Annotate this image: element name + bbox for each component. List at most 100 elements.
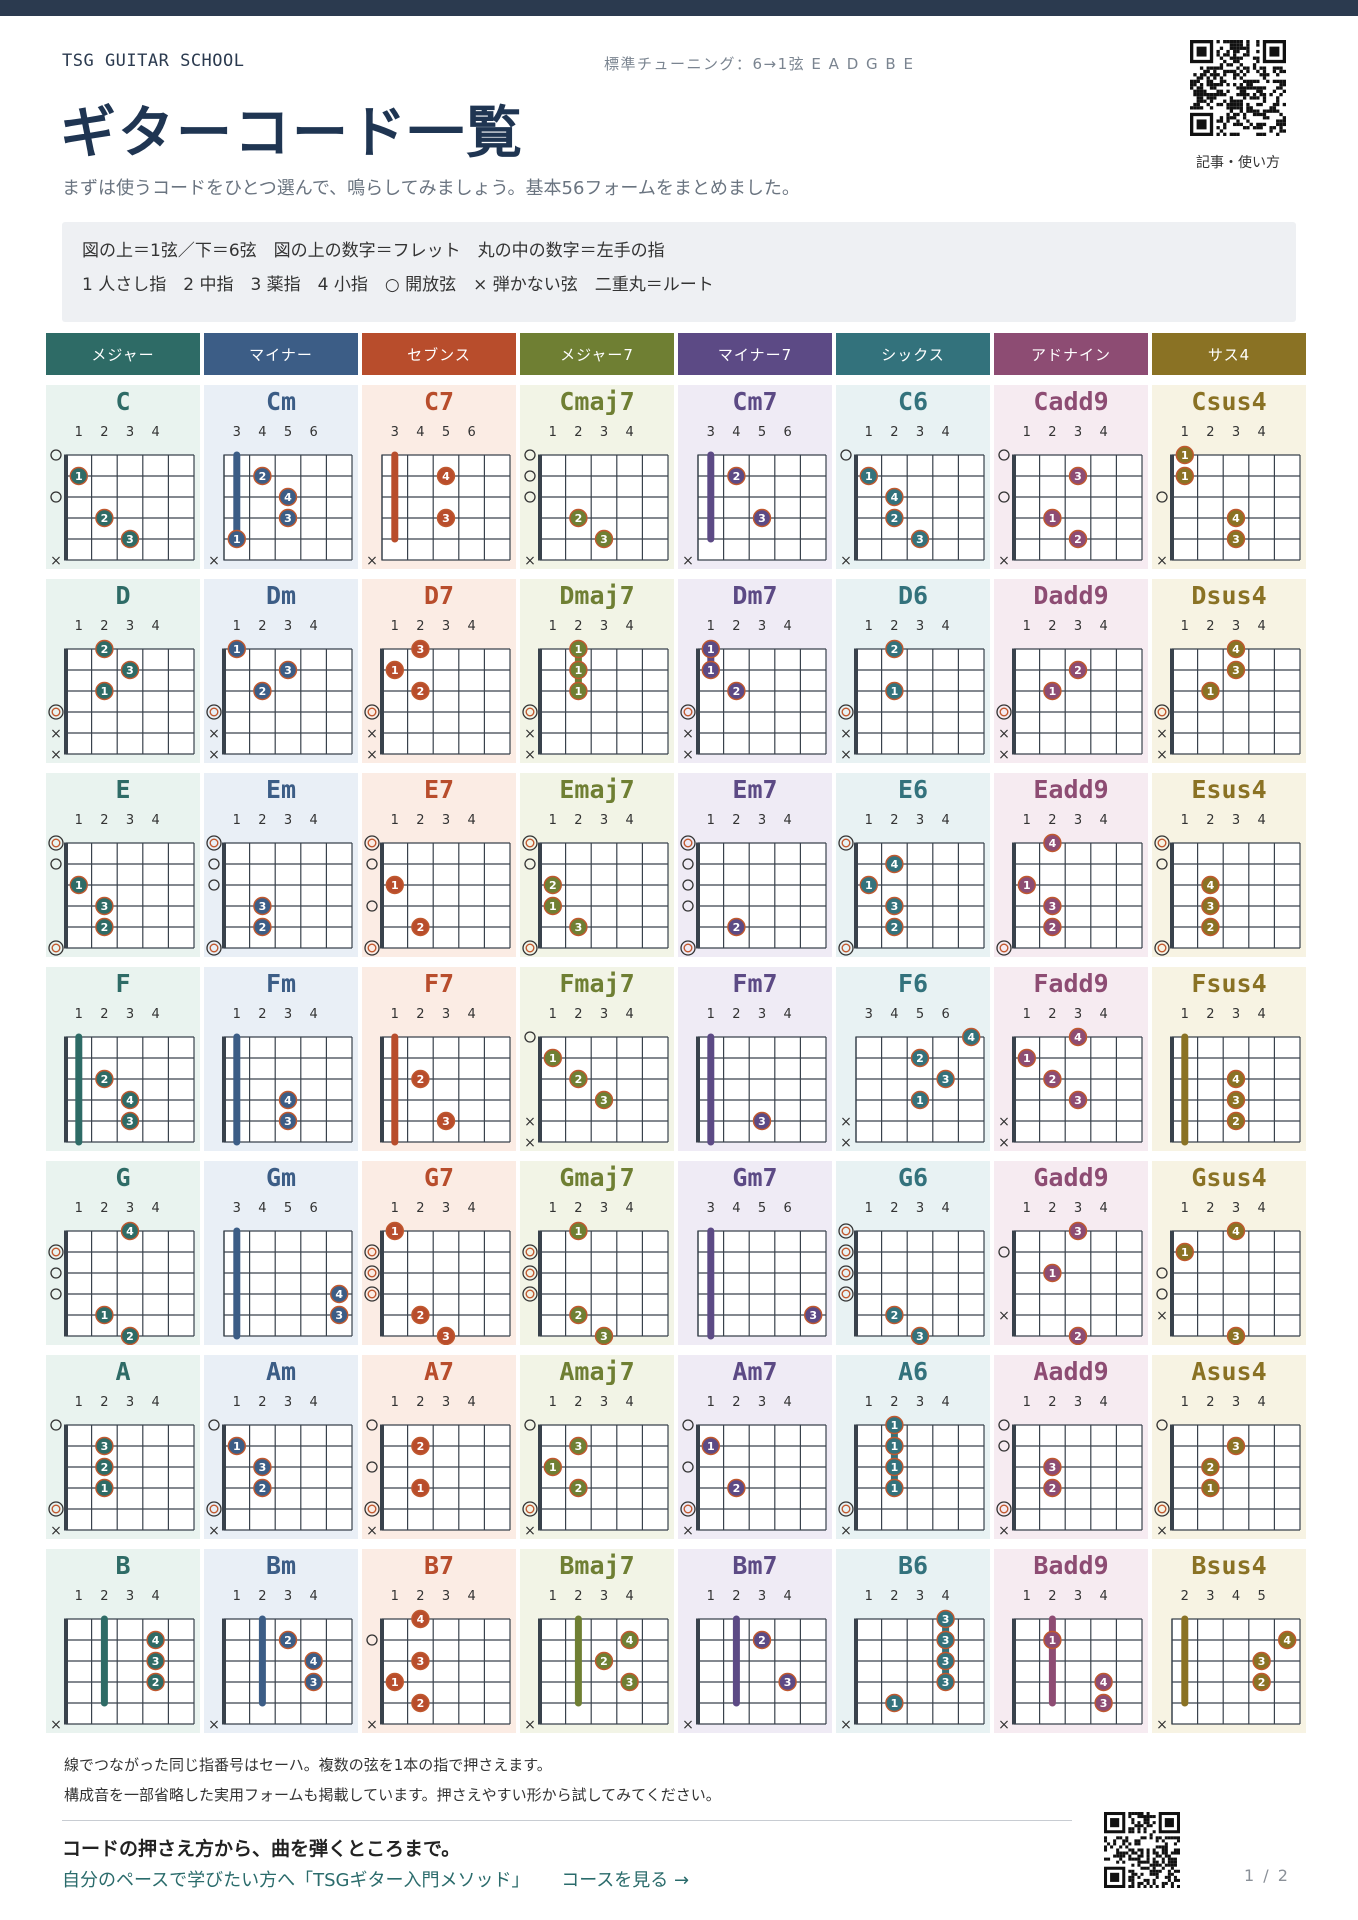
chord-diagram: 3: [697, 1227, 827, 1340]
root-marker: [838, 1265, 854, 1281]
finger-number: 3: [1258, 1655, 1266, 1668]
chord-diagram: 2 1 3: [522, 835, 669, 956]
finger-dot: [1068, 529, 1088, 549]
finger-number: 1: [549, 900, 557, 913]
chord-card: Emaj7 1 2 3 4 2 1 3: [520, 773, 674, 957]
qr-code-icon[interactable]: [1104, 1812, 1180, 1888]
fret-number: 2: [416, 813, 425, 828]
root-marker: [1154, 940, 1170, 956]
category-header: セブンス: [362, 333, 516, 375]
open-string-marker: [682, 900, 694, 912]
finger-number: 4: [1283, 1634, 1291, 1647]
fret-number: 3: [757, 1007, 767, 1022]
chord-diagram: 4 1 2: [48, 1221, 195, 1345]
chord-diagram: 1 1 4 3 ×: [1156, 445, 1301, 569]
open-string-marker: [524, 1031, 536, 1043]
finger-number: 3: [626, 1676, 634, 1689]
chord-name: D: [115, 581, 131, 610]
fretboard: [1014, 1231, 1142, 1336]
category-header: マイナー: [204, 333, 358, 375]
fret-number: 3: [441, 1589, 451, 1604]
root-marker: [838, 835, 854, 851]
finger-dot: [95, 1457, 114, 1477]
fret-number: 2: [258, 1007, 267, 1022]
finger-number: 3: [1049, 1461, 1057, 1474]
qr-label[interactable]: 記事・使い方: [1196, 155, 1280, 171]
fretboard: [1014, 1619, 1142, 1724]
fretboard: [856, 1425, 984, 1530]
fretboard: [1014, 1425, 1142, 1530]
fret-number: 3: [232, 1201, 241, 1216]
fret-number: 3: [125, 619, 135, 634]
chord-card: Fadd9 1 2 3 4 4 1 2 3 × ×: [994, 967, 1148, 1151]
fret-number: 4: [467, 1201, 476, 1216]
finger-dot: [543, 1048, 562, 1068]
fret-number: 3: [283, 1007, 293, 1022]
finger-dot: [885, 487, 904, 507]
finger-number: 3: [1232, 664, 1240, 677]
chord-card: Esus4 1 2 3 4 4 3 2: [1152, 773, 1306, 957]
fret-number: 3: [125, 1395, 135, 1410]
chord-diagram: 4 3 2 ×: [1156, 1615, 1301, 1733]
root-marker-inner: [525, 1504, 535, 1514]
qr-code-icon[interactable]: [1190, 40, 1286, 136]
fret-number: 4: [151, 1007, 160, 1022]
chord-diagram: 12: [364, 835, 511, 956]
fret-number: 2: [1048, 1201, 1057, 1216]
fret-number: 4: [151, 1589, 160, 1604]
fretboard: [1172, 1619, 1300, 1724]
root-marker: [522, 1286, 538, 1302]
muted-string-marker: ×: [524, 1717, 536, 1733]
fret-number: 1: [390, 619, 399, 634]
fret-number: 4: [625, 1589, 634, 1604]
course-link[interactable]: コースを見る →: [561, 1870, 690, 1891]
chord-diagram: 3 2 1 ×: [1154, 1419, 1301, 1539]
finger-number: 2: [1074, 533, 1082, 546]
muted-string-marker: ×: [208, 726, 220, 742]
finger-dot: [1043, 1630, 1062, 1650]
fretboard: [1172, 843, 1300, 948]
root-marker-inner: [841, 943, 851, 953]
chord-diagram: 3 1 2 ×: [998, 449, 1143, 569]
chord-name: Gm7: [732, 1163, 778, 1192]
finger-number: 3: [916, 1330, 924, 1343]
root-marker: [522, 940, 538, 956]
fret-number: 4: [1099, 1395, 1108, 1410]
finger-number: 3: [1232, 1094, 1240, 1107]
fret-number: 2: [574, 1395, 583, 1410]
chord-name: Eadd9: [1033, 775, 1109, 804]
fret-number: 1: [74, 1201, 83, 1216]
chord-name: F7: [423, 969, 455, 998]
finger-dot: [701, 660, 720, 680]
fret-number: 1: [864, 425, 873, 440]
finger-number: 2: [575, 512, 583, 525]
chord-name: F: [115, 969, 131, 998]
finger-dot: [569, 1221, 588, 1241]
root-marker: [364, 704, 380, 720]
finger-number: 4: [310, 1655, 318, 1668]
chord-diagram: 1 1 1 1 ×: [838, 1415, 985, 1539]
chord-name: Fsus4: [1191, 969, 1267, 998]
fret-number: 1: [548, 813, 557, 828]
root-marker-inner: [51, 943, 61, 953]
open-string-marker: [682, 879, 694, 891]
fret-number: 2: [100, 1201, 109, 1216]
fret-number: 3: [125, 425, 135, 440]
chord-diagram: 32: [206, 835, 353, 956]
chord-diagram: 1 4 2 3 ×: [840, 449, 985, 569]
fret-number: 3: [1206, 1589, 1215, 1604]
finger-number: 2: [101, 921, 109, 934]
finger-number: 3: [442, 1330, 450, 1343]
root-marker-inner: [209, 838, 219, 848]
chord-name: Dm7: [732, 581, 778, 610]
chord-card: Amaj7 1 2 3 4 3 1 2 ×: [520, 1355, 674, 1539]
muted-string-marker: ×: [998, 1114, 1010, 1130]
fret-number: 3: [441, 619, 451, 634]
fret-number: 4: [151, 1201, 160, 1216]
fret-number: 3: [599, 425, 609, 440]
chord-name: Cm: [265, 387, 297, 416]
finger-dot: [569, 508, 588, 528]
fret-number: 4: [941, 1395, 950, 1410]
fret-number: 1: [1022, 1395, 1031, 1410]
open-string-marker: [524, 1419, 536, 1431]
